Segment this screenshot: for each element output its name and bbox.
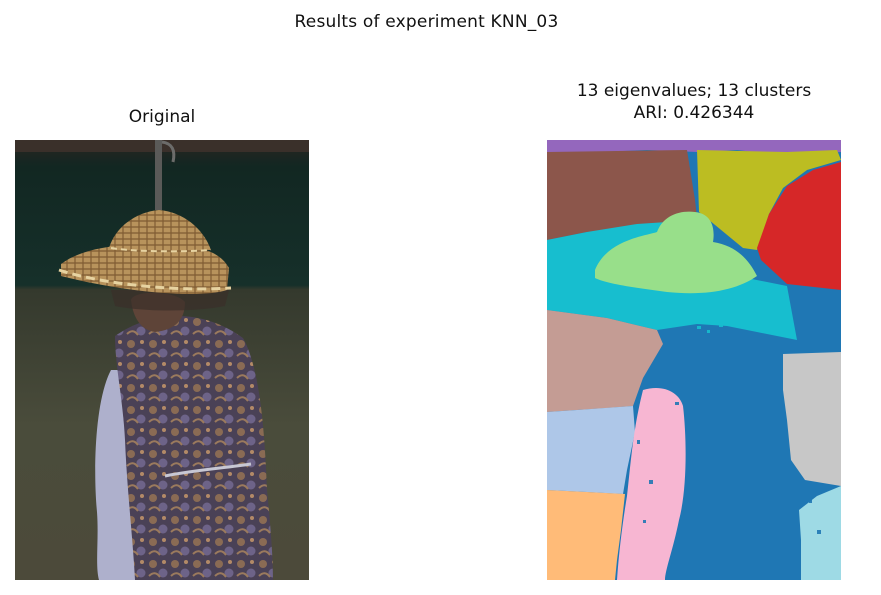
segmentation-title-line1: 13 eigenvalues; 13 clusters [576, 81, 812, 101]
original-image [15, 140, 309, 580]
segmentation-image [547, 140, 841, 580]
segmentation-map [547, 140, 841, 580]
segmentation-panel-title: 13 eigenvalues; 13 clusters ARI: 0.42634… [518, 80, 870, 124]
original-panel-title: Original [128, 107, 196, 127]
segmentation-title-line2: ARI: 0.426344 [633, 103, 755, 123]
figure-title: Results of experiment KNN_03 [294, 12, 559, 32]
original-photo [15, 140, 309, 580]
